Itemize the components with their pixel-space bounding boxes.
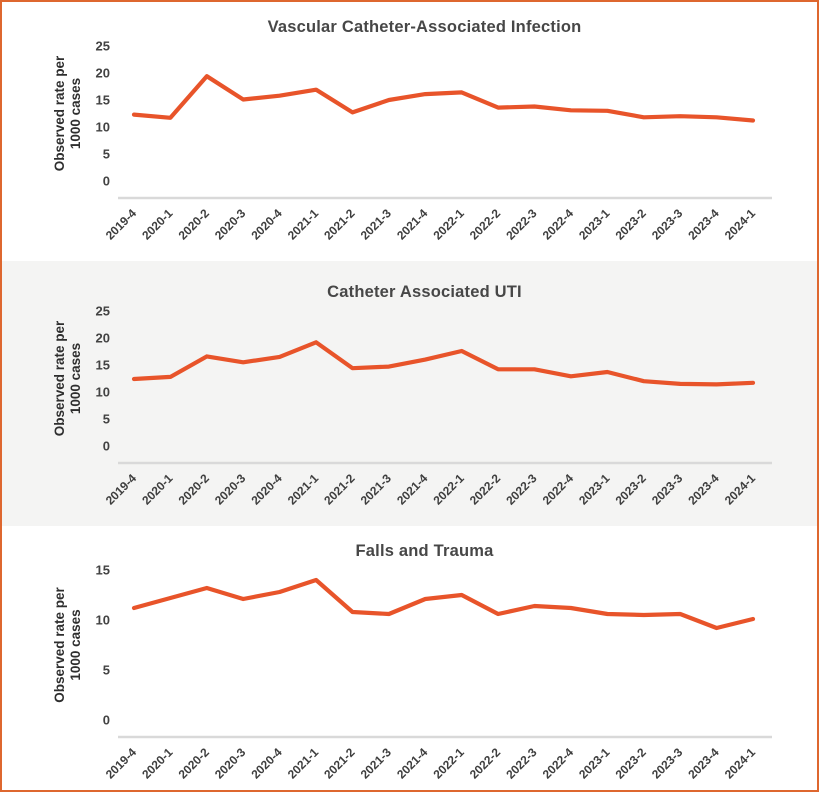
- chart-title-vascular-infection: Vascular Catheter-Associated Infection: [267, 18, 582, 36]
- x-tick-label: 2022-3: [503, 206, 540, 243]
- y-tick-label: 0: [103, 713, 110, 728]
- x-tick-label: 2023-2: [613, 471, 650, 508]
- x-tick-label: 2023-4: [685, 745, 722, 782]
- y-tick-label: 10: [96, 120, 110, 135]
- y-tick-label: 15: [96, 93, 110, 108]
- data-line: [131, 340, 756, 387]
- y-tick-label: 20: [96, 331, 110, 346]
- y-tick-label: 25: [96, 39, 110, 54]
- chart-title-falls-trauma: Falls and Trauma: [355, 542, 494, 560]
- x-tick-label: 2024-1: [722, 206, 759, 243]
- line-chart-catheter-uti: 0 5 10 15 20 25 Observed rate per1000 cases 201…: [52, 304, 772, 508]
- x-tick-label: 2023-2: [613, 206, 650, 243]
- x-tick-label: 2019-4: [103, 471, 140, 508]
- y-axis-title: Observed rate per1000 cases: [52, 586, 83, 702]
- x-tick-label: 2020-1: [139, 206, 176, 243]
- x-tick-label: 2023-3: [649, 206, 686, 243]
- chart-panel-vascular-infection: Vascular Catheter-Associated Infection 0…: [2, 2, 817, 261]
- y-axis-title: Observed rate per1000 cases: [52, 55, 83, 171]
- x-tick-label: 2019-4: [103, 206, 140, 243]
- chart-title-catheter-uti: Catheter Associated UTI: [327, 283, 522, 301]
- x-tick-label: 2020-3: [212, 745, 249, 782]
- x-tick-label: 2023-4: [685, 206, 722, 243]
- x-tick-label: 2021-1: [285, 471, 322, 508]
- data-line: [131, 577, 756, 631]
- y-tick-label: 0: [103, 439, 110, 454]
- x-tick-label: 2020-4: [248, 206, 285, 243]
- y-tick-label: 0: [103, 174, 110, 189]
- x-tick-label: 2023-4: [685, 471, 722, 508]
- x-tick-label: 2020-4: [248, 471, 285, 508]
- x-tick-label: 2021-4: [394, 471, 431, 508]
- y-tick-label: 15: [96, 358, 110, 373]
- y-tick-label: 25: [96, 304, 110, 319]
- x-tick-label: 2022-3: [503, 471, 540, 508]
- chart-panel-catheter-uti: Catheter Associated UTI 0 5 10 15 20 25 Observ…: [2, 261, 817, 526]
- x-tick-label: 2024-1: [722, 471, 759, 508]
- x-tick-label: 2020-2: [176, 745, 213, 782]
- x-tick-label: 2023-2: [613, 745, 650, 782]
- x-tick-label: 2022-4: [540, 206, 577, 243]
- x-tick-label: 2023-3: [649, 471, 686, 508]
- x-tick-label: 2022-1: [430, 206, 467, 243]
- x-tick-label: 2022-2: [467, 471, 504, 508]
- x-tick-label: 2021-3: [358, 745, 395, 782]
- x-tick-label: 2022-1: [430, 745, 467, 782]
- x-tick-label: 2023-1: [576, 206, 613, 243]
- x-tick-label: 2023-1: [576, 471, 613, 508]
- x-tick-label: 2021-2: [321, 206, 358, 243]
- data-line: [131, 74, 756, 123]
- y-tick-label: 10: [96, 385, 110, 400]
- x-tick-label: 2021-4: [394, 745, 431, 782]
- x-tick-label: 2023-3: [649, 745, 686, 782]
- x-tick-label: 2022-3: [503, 745, 540, 782]
- x-tick-label: 2020-3: [212, 206, 249, 243]
- y-tick-label: 15: [96, 563, 110, 578]
- chart-panel-falls-trauma: Falls and Trauma 0 5 10 15 Observed rate per…: [2, 526, 817, 790]
- x-tick-label: 2020-3: [212, 471, 249, 508]
- y-tick-label: 5: [103, 663, 110, 678]
- x-tick-label: 2020-2: [176, 206, 213, 243]
- x-tick-label: 2022-1: [430, 471, 467, 508]
- x-tick-label: 2022-2: [467, 206, 504, 243]
- y-axis-title: Observed rate per1000 cases: [52, 320, 83, 436]
- line-chart-vascular-infection: 0 5 10 15 20 25 Observed rate per1000 cases 201…: [52, 39, 772, 243]
- y-tick-label: 20: [96, 66, 110, 81]
- x-tick-label: 2019-4: [103, 745, 140, 782]
- y-tick-label: 5: [103, 412, 110, 427]
- x-tick-label: 2020-1: [139, 745, 176, 782]
- x-tick-label: 2020-2: [176, 471, 213, 508]
- x-tick-label: 2023-1: [576, 745, 613, 782]
- x-tick-label: 2021-2: [321, 471, 358, 508]
- x-tick-label: 2020-1: [139, 471, 176, 508]
- y-tick-label: 10: [96, 613, 110, 628]
- x-tick-label: 2021-2: [321, 745, 358, 782]
- x-tick-label: 2022-4: [540, 745, 577, 782]
- x-tick-label: 2021-4: [394, 206, 431, 243]
- x-tick-label: 2021-1: [285, 206, 322, 243]
- x-tick-label: 2021-3: [358, 206, 395, 243]
- x-tick-label: 2022-2: [467, 745, 504, 782]
- y-tick-label: 5: [103, 147, 110, 162]
- x-tick-label: 2024-1: [722, 745, 759, 782]
- x-tick-label: 2020-4: [248, 745, 285, 782]
- x-tick-label: 2021-1: [285, 745, 322, 782]
- x-tick-label: 2021-3: [358, 471, 395, 508]
- x-tick-label: 2022-4: [540, 471, 577, 508]
